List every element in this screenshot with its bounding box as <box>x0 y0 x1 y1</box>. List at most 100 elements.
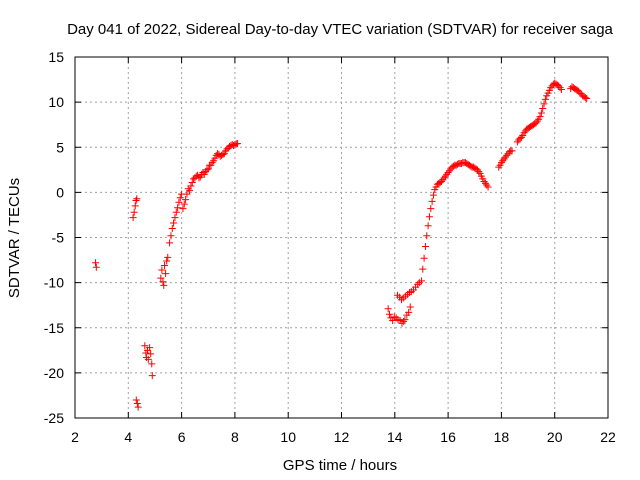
data-point <box>583 95 591 103</box>
data-point <box>162 270 170 278</box>
data-point <box>132 196 140 204</box>
x-axis-label: GPS time / hours <box>283 457 397 474</box>
y-tick-label: -15 <box>44 320 64 336</box>
y-tick-label: -5 <box>52 230 65 246</box>
x-tick-label: 8 <box>231 429 239 445</box>
data-point <box>556 84 564 92</box>
y-tick-label: -20 <box>44 365 64 381</box>
data-point <box>541 95 549 103</box>
data-point <box>480 178 488 186</box>
data-point <box>144 355 152 363</box>
data-point <box>501 153 509 161</box>
data-point <box>176 194 184 202</box>
y-tick-label: 10 <box>48 94 64 110</box>
data-point <box>166 239 174 247</box>
data-point <box>483 181 491 189</box>
data-point <box>513 138 521 146</box>
x-tick-label: 12 <box>334 429 350 445</box>
data-point <box>405 308 413 316</box>
data-point <box>427 205 435 213</box>
data-point <box>182 196 190 204</box>
data-point <box>168 224 176 232</box>
y-axis-label: SDTVAR / TECUs <box>6 178 23 298</box>
data-point <box>234 140 242 148</box>
data-point <box>508 147 516 155</box>
data-point <box>160 281 168 289</box>
data-point <box>183 190 191 198</box>
data-point <box>417 277 425 285</box>
data-point <box>420 254 428 262</box>
data-point <box>497 159 505 167</box>
data-point <box>179 205 187 213</box>
data-point <box>437 178 445 186</box>
data-point <box>157 274 165 282</box>
data-point <box>419 265 427 273</box>
data-point <box>532 119 540 127</box>
data-points <box>92 79 591 411</box>
data-point <box>503 151 511 159</box>
data-point <box>537 109 545 117</box>
data-point <box>428 197 436 205</box>
data-point <box>134 403 142 411</box>
data-point <box>539 104 547 112</box>
data-point <box>443 170 451 178</box>
data-point <box>163 257 171 265</box>
data-point <box>204 165 212 173</box>
data-point <box>148 372 156 380</box>
data-point <box>439 176 447 184</box>
data-point <box>473 166 481 174</box>
data-point <box>132 396 140 404</box>
x-tick-label: 14 <box>387 429 403 445</box>
x-tick-label: 18 <box>494 429 510 445</box>
data-point <box>400 317 408 325</box>
data-point <box>481 179 489 187</box>
data-point <box>421 243 429 251</box>
x-tick-label: 4 <box>124 429 132 445</box>
data-point <box>547 84 555 92</box>
y-tick-label: 15 <box>48 49 64 65</box>
chart-title: Day 041 of 2022, Sidereal Day-to-day VTE… <box>67 21 613 38</box>
data-point <box>171 214 179 222</box>
data-point <box>536 113 544 121</box>
data-point <box>130 208 138 216</box>
data-point <box>164 253 172 261</box>
data-point <box>540 100 548 108</box>
y-tick-label: 0 <box>56 184 64 200</box>
x-tick-label: 22 <box>600 429 616 445</box>
data-point <box>445 167 453 175</box>
data-point <box>517 133 525 141</box>
data-point <box>444 169 452 177</box>
data-point <box>188 178 196 186</box>
data-point <box>406 303 414 311</box>
data-point <box>129 214 137 222</box>
data-point <box>158 266 166 274</box>
data-point <box>484 183 492 191</box>
x-axis-ticks: 2 4 6 8 10 12 14 16 18 20 22 <box>71 57 616 445</box>
data-point <box>557 85 565 93</box>
data-point <box>146 344 154 352</box>
data-point <box>423 232 431 240</box>
data-point <box>147 350 155 358</box>
x-tick-label: 20 <box>547 429 563 445</box>
data-point <box>148 360 156 368</box>
data-point <box>401 316 409 324</box>
data-point <box>495 163 503 171</box>
data-point <box>424 222 432 230</box>
data-point <box>414 280 422 288</box>
data-point <box>133 195 141 203</box>
data-point <box>186 187 194 195</box>
y-tick-label: -25 <box>44 410 64 426</box>
data-point <box>500 155 508 163</box>
data-point <box>429 191 437 199</box>
data-point <box>170 219 178 227</box>
data-point <box>195 174 203 182</box>
y-tick-label: -10 <box>44 275 64 291</box>
data-point <box>141 342 149 350</box>
data-point <box>161 261 169 269</box>
y-axis-ticks: -25 -20 -15 -10 -5 0 5 10 15 <box>44 49 608 426</box>
data-point <box>441 172 449 180</box>
data-point <box>131 202 139 210</box>
data-point <box>180 200 188 208</box>
